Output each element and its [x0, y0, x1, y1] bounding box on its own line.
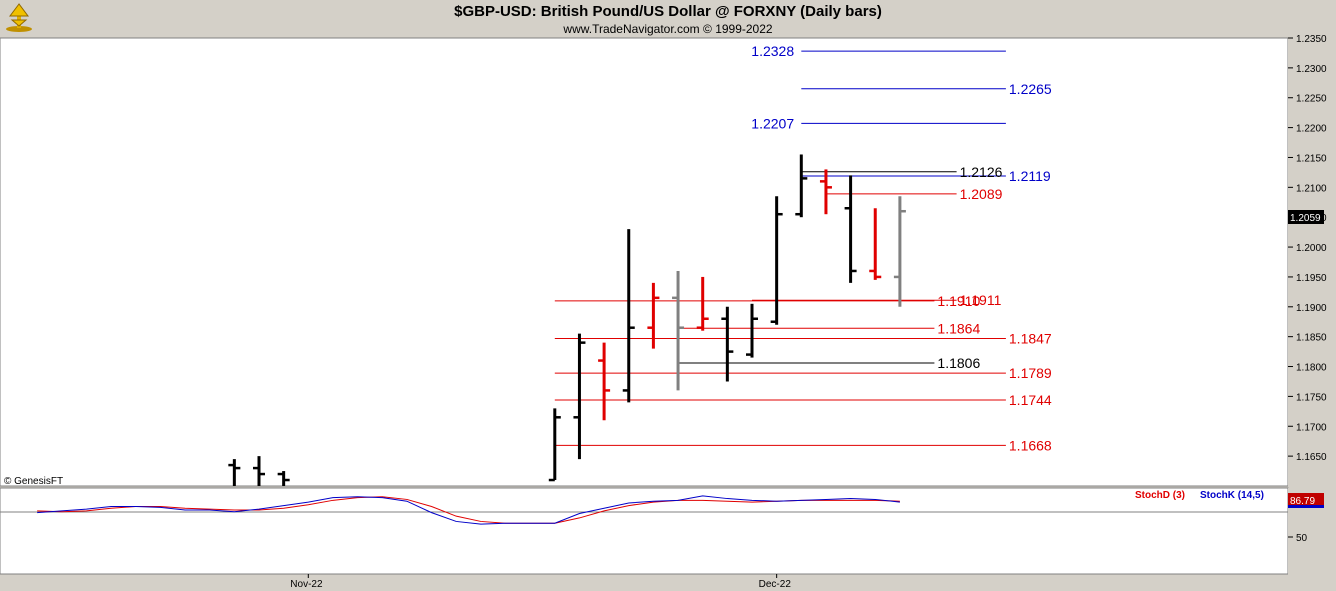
ohlc-bar: [548, 408, 561, 482]
ohlc-bar: [770, 196, 783, 325]
price-tick-label: 1.2150: [1296, 153, 1327, 164]
indicator-marks: [37, 495, 900, 525]
last-value-box-underline: [1288, 505, 1324, 508]
ohlc-bar: [746, 303, 758, 358]
level-label: 1.2089: [960, 186, 1003, 202]
title-bar: $GBP-USD: British Pound/US Dollar @ FORX…: [0, 0, 1336, 38]
level-label: 1.1789: [1009, 365, 1052, 381]
level-label: 1.1806: [937, 355, 980, 371]
price-tick-label: 1.2000: [1296, 243, 1327, 254]
ohlc-bar: [622, 229, 635, 403]
legend-stochd: StochD (3): [1135, 490, 1185, 501]
price-tick-label: 1.1650: [1296, 452, 1327, 463]
level-label: 1.1864: [937, 320, 980, 336]
ohlc-bar: [721, 306, 734, 382]
price-tick-label: 1.2300: [1296, 64, 1327, 75]
level-label: 1.1911: [960, 292, 1002, 308]
price-tick-label: 1.2100: [1296, 183, 1327, 194]
level-label: 1.1910: [937, 293, 980, 309]
ohlc-bar: [696, 276, 709, 331]
price-axis: [1288, 38, 1336, 488]
ohlc-bar: [253, 456, 265, 486]
last-price-box: [1288, 210, 1324, 224]
ohlc-bar: [598, 342, 611, 421]
ohlc-bar: [277, 471, 290, 486]
price-tick-label: 1.2350: [1296, 34, 1327, 45]
price-tick-label: 1.2200: [1296, 124, 1327, 135]
price-tick-label: 1.1800: [1296, 363, 1327, 374]
price-marks: 1.2328 1.2265 1.2207 1.2119 1.2126 1.2089 1.19…: [228, 43, 1052, 486]
level-label: 1.2328: [751, 43, 794, 59]
legend-stochk: StochK (14,5): [1200, 490, 1264, 501]
level-label: 1.2207: [751, 115, 794, 131]
level-label: 1.1668: [1009, 437, 1052, 453]
level-label: 1.1744: [1009, 392, 1052, 408]
indicator-axis-tick-label: 50: [1296, 533, 1308, 544]
time-tick-label: Nov-22: [290, 579, 323, 590]
indicator-panel[interactable]: [0, 487, 1289, 575]
ohlc-bar: [869, 208, 882, 280]
ohlc-bar: [672, 270, 685, 391]
ohlc-bar: [819, 169, 832, 215]
ohlc-bar: [844, 175, 857, 283]
chart-subtitle: www.TradeNavigator.com © 1999-2022: [563, 22, 773, 36]
time-tick-label: Dec-22: [759, 579, 792, 590]
price-panel[interactable]: [0, 37, 1289, 487]
level-label: 1.2265: [1009, 81, 1052, 97]
time-axis-labels: Nov-22 Dec-22: [290, 574, 791, 590]
last-price-label: 1.2059: [1290, 213, 1321, 224]
indicator-series-line: [37, 496, 900, 524]
ohlc-bar: [795, 154, 808, 218]
level-label: 1.2119: [1009, 168, 1051, 184]
indicator-series-line: [37, 495, 900, 525]
level-label: 1.1847: [1009, 330, 1052, 346]
ohlc-bar: [573, 333, 586, 460]
ohlc-bar: [647, 282, 660, 349]
price-tick-label: 1.1950: [1296, 273, 1327, 284]
last-value-label: 86.79: [1290, 496, 1315, 507]
price-tick-label: 1.2250: [1296, 94, 1327, 105]
price-tick-label: 1.1900: [1296, 303, 1327, 314]
price-tick-label: 1.1850: [1296, 333, 1327, 344]
last-value-box: [1288, 493, 1324, 507]
price-tick-label: 1.1700: [1296, 422, 1327, 433]
time-axis: [0, 576, 1336, 591]
trade-navigator-logo-icon: [4, 2, 34, 34]
price-tick-label: 1.1750: [1296, 392, 1327, 403]
chart-title: $GBP-USD: British Pound/US Dollar @ FORX…: [454, 3, 882, 20]
ohlc-bar: [893, 196, 906, 307]
level-label: 1.2126: [960, 164, 1003, 180]
watermark: © GenesisFT: [4, 476, 63, 487]
ohlc-bar: [228, 459, 241, 486]
